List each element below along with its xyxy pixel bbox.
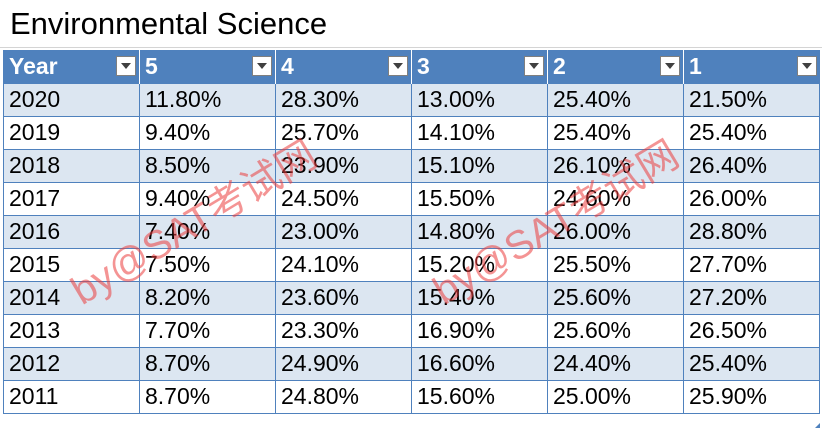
dropdown-arrow-icon (257, 63, 267, 69)
table-cell[interactable]: 25.00% (547, 379, 684, 414)
table-cell[interactable]: 16.60% (411, 346, 548, 381)
table-cell[interactable]: 25.60% (547, 313, 684, 348)
table-cell[interactable]: 7.40% (139, 214, 276, 249)
filter-dropdown-button[interactable] (252, 56, 272, 76)
filter-dropdown-button[interactable] (116, 56, 136, 76)
table-cell[interactable]: 27.70% (683, 247, 820, 282)
table-cell[interactable]: 7.50% (139, 247, 276, 282)
table-cell[interactable]: 23.00% (275, 214, 412, 249)
table-cell[interactable]: 15.60% (411, 379, 548, 414)
filter-dropdown-button[interactable] (524, 56, 544, 76)
table-row: 2016 7.40% 23.00% 14.80% 26.00% 28.80% (3, 214, 820, 249)
table-cell[interactable]: 8.70% (139, 379, 276, 414)
table-cell[interactable]: 2012 (3, 346, 140, 381)
table-row: 2012 8.70% 24.90% 16.60% 24.40% 25.40% (3, 346, 820, 381)
title-divider (0, 47, 822, 48)
table-cell[interactable]: 2016 (3, 214, 140, 249)
column-header-3[interactable]: 3 (411, 50, 548, 83)
table-cell[interactable]: 8.70% (139, 346, 276, 381)
table-row: 2013 7.70% 23.30% 16.90% 25.60% 26.50% (3, 313, 820, 348)
table-cell[interactable]: 23.90% (275, 148, 412, 183)
table-cell[interactable]: 25.40% (547, 115, 684, 150)
table-cell[interactable]: 24.90% (275, 346, 412, 381)
table-cell[interactable]: 26.00% (547, 214, 684, 249)
table-row: 2018 8.50% 23.90% 15.10% 26.10% 26.40% (3, 148, 820, 183)
table-cell[interactable]: 25.90% (683, 379, 820, 414)
table-cell[interactable]: 9.40% (139, 181, 276, 216)
table-cell[interactable]: 26.50% (683, 313, 820, 348)
column-header-label: 5 (145, 52, 158, 79)
filter-dropdown-button[interactable] (660, 56, 680, 76)
table-cell[interactable]: 24.50% (275, 181, 412, 216)
column-header-4[interactable]: 4 (275, 50, 412, 83)
table-cell[interactable]: 24.80% (275, 379, 412, 414)
table-cell[interactable]: 26.10% (547, 148, 684, 183)
table-cell[interactable]: 8.50% (139, 148, 276, 183)
column-header-year[interactable]: Year (3, 50, 140, 83)
table-cell[interactable]: 2014 (3, 280, 140, 315)
table-cell[interactable]: 25.40% (683, 346, 820, 381)
column-header-label: 2 (553, 52, 566, 79)
table-row: 2015 7.50% 24.10% 15.20% 25.50% 27.70% (3, 247, 820, 282)
table-cell[interactable]: 2017 (3, 181, 140, 216)
table-cell[interactable]: 24.40% (547, 346, 684, 381)
dropdown-arrow-icon (393, 63, 403, 69)
table-cell[interactable]: 24.60% (547, 181, 684, 216)
column-header-label: 1 (689, 52, 702, 79)
dropdown-arrow-icon (529, 63, 539, 69)
column-header-label: 4 (281, 52, 294, 79)
table-cell[interactable]: 28.30% (275, 82, 412, 117)
table-cell[interactable]: 8.20% (139, 280, 276, 315)
table-row: 2011 8.70% 24.80% 15.60% 25.00% 25.90% (3, 379, 820, 414)
dropdown-arrow-icon (801, 63, 812, 69)
table-cell[interactable]: 16.90% (411, 313, 548, 348)
table-cell[interactable]: 28.80% (683, 214, 820, 249)
sheet-title: Environmental Science (10, 6, 328, 41)
table-cell[interactable]: 25.70% (275, 115, 412, 150)
data-table: Year 5 4 3 (3, 50, 820, 414)
column-header-label: 3 (417, 52, 430, 79)
dropdown-arrow-icon (121, 63, 131, 69)
table-cell[interactable]: 15.40% (411, 280, 548, 315)
table-cell[interactable]: 23.60% (275, 280, 412, 315)
table-cell[interactable]: 24.10% (275, 247, 412, 282)
header-row: Year 5 4 3 (3, 50, 820, 83)
table-cell[interactable]: 25.40% (683, 115, 820, 150)
column-header-5[interactable]: 5 (139, 50, 276, 83)
table-cell[interactable]: 2019 (3, 115, 140, 150)
table-cell[interactable]: 21.50% (683, 82, 820, 117)
table-cell[interactable]: 15.10% (411, 148, 548, 183)
filter-dropdown-button[interactable] (796, 56, 817, 76)
table-cell[interactable]: 23.30% (275, 313, 412, 348)
filter-dropdown-button[interactable] (388, 56, 408, 76)
table-cell[interactable]: 26.00% (683, 181, 820, 216)
table-cell[interactable]: 7.70% (139, 313, 276, 348)
table-cell[interactable]: 25.50% (547, 247, 684, 282)
table-cell[interactable]: 2015 (3, 247, 140, 282)
table-row: 2019 9.40% 25.70% 14.10% 25.40% 25.40% (3, 115, 820, 150)
table-cell[interactable]: 25.40% (547, 82, 684, 117)
table-cell[interactable]: 27.20% (683, 280, 820, 315)
column-header-2[interactable]: 2 (547, 50, 684, 83)
table-cell[interactable]: 9.40% (139, 115, 276, 150)
table-cell[interactable]: 14.10% (411, 115, 548, 150)
table-resize-handle-icon[interactable] (815, 423, 820, 428)
table-cell[interactable]: 14.80% (411, 214, 548, 249)
table-cell[interactable]: 15.50% (411, 181, 548, 216)
column-header-1[interactable]: 1 (683, 50, 820, 83)
table-row: 2020 11.80% 28.30% 13.00% 25.40% 21.50% (3, 82, 820, 117)
table-cell[interactable]: 15.20% (411, 247, 548, 282)
table-row: 2014 8.20% 23.60% 15.40% 25.60% 27.20% (3, 280, 820, 315)
table-cell[interactable]: 25.60% (547, 280, 684, 315)
table-cell[interactable]: 2020 (3, 82, 140, 117)
table-row: 2017 9.40% 24.50% 15.50% 24.60% 26.00% (3, 181, 820, 216)
column-header-label: Year (9, 52, 58, 79)
dropdown-arrow-icon (665, 63, 675, 69)
table-cell[interactable]: 2018 (3, 148, 140, 183)
table-cell[interactable]: 2011 (3, 379, 140, 414)
table-cell[interactable]: 13.00% (411, 82, 548, 117)
table-cell[interactable]: 2013 (3, 313, 140, 348)
table-cell[interactable]: 11.80% (139, 82, 276, 117)
table-cell[interactable]: 26.40% (683, 148, 820, 183)
